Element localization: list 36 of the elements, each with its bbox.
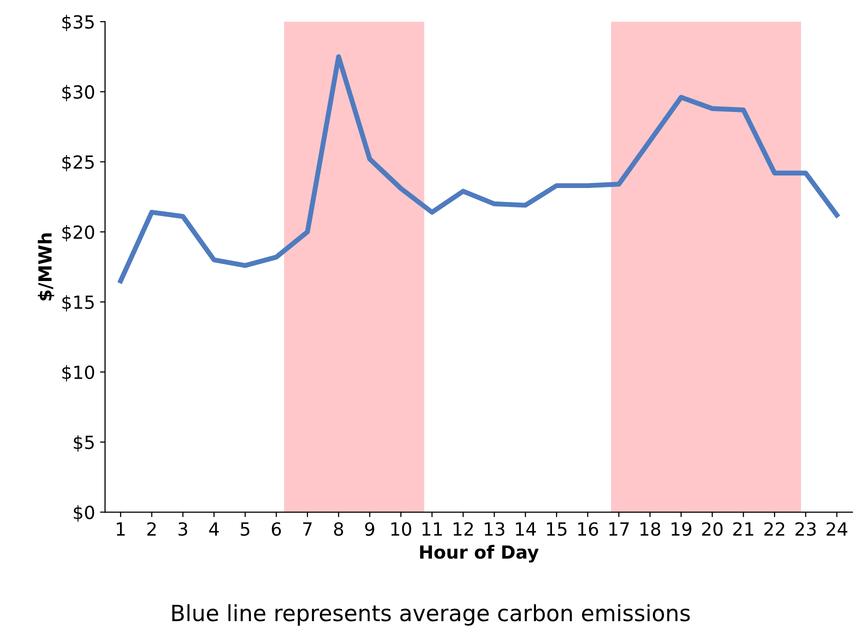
x-tick-label: 18 xyxy=(640,522,660,536)
y-tick-label: $10 xyxy=(62,365,94,382)
x-tick-label: 20 xyxy=(702,522,723,536)
x-tick-label: 6 xyxy=(272,522,281,536)
x-axis-title: Hour of Day xyxy=(420,544,539,563)
x-tick-label: 4 xyxy=(209,522,219,536)
y-tick-label: $35 xyxy=(62,14,94,32)
x-tick-label: 1 xyxy=(116,522,125,536)
x-tick-label: 10 xyxy=(391,522,412,536)
y-tick-label: $0 xyxy=(74,505,94,522)
y-tick-label: $20 xyxy=(62,225,94,242)
x-tick-label: 17 xyxy=(609,522,629,536)
x-tick-label: 13 xyxy=(484,522,504,536)
y-axis-title: $/MWh xyxy=(38,233,54,300)
x-tick-label: 12 xyxy=(454,522,473,536)
x-tick-label: 7 xyxy=(303,522,312,536)
x-tick-label: 9 xyxy=(365,522,374,536)
x-tick-label: 16 xyxy=(578,522,598,536)
x-tick-label: 22 xyxy=(764,522,784,536)
line-series xyxy=(118,54,840,284)
y-tick-label: $15 xyxy=(62,295,94,312)
x-tick-label: 21 xyxy=(733,522,754,536)
x-tick-label: 14 xyxy=(516,522,536,536)
x-tick-label: 23 xyxy=(796,522,816,536)
x-tick-label: 8 xyxy=(334,522,344,536)
x-tick-label: 19 xyxy=(672,522,692,536)
x-tick-label: 24 xyxy=(826,522,848,536)
x-tick-label: 11 xyxy=(422,522,442,536)
text: Blue line represents average carbon emissions xyxy=(172,604,690,626)
y-tick-label: $5 xyxy=(74,435,94,452)
x-tick-label: 2 xyxy=(147,522,156,536)
x-tick-label: 3 xyxy=(178,522,188,536)
x-tick-label: 15 xyxy=(547,522,566,536)
y-tick-label: $30 xyxy=(62,84,94,102)
y-tick-label: $25 xyxy=(62,154,94,172)
x-tick-label: 5 xyxy=(240,522,250,536)
